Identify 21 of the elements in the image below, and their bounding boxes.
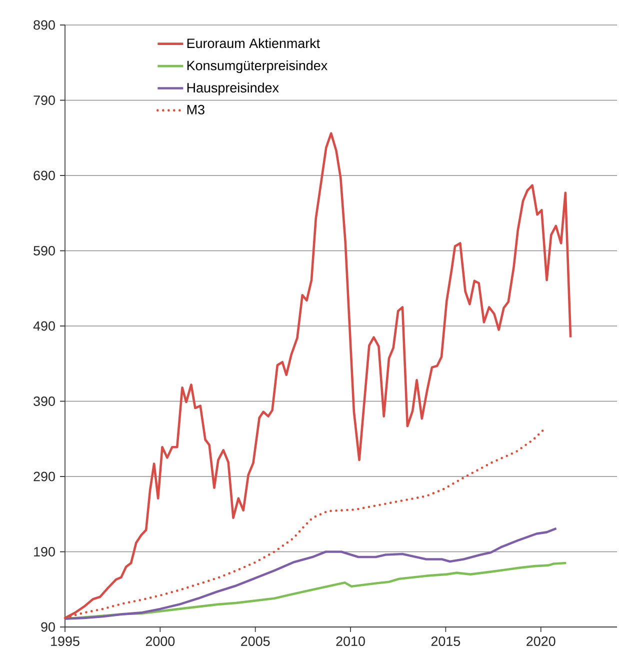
x-tick-label: 1995: [51, 636, 80, 646]
y-tick-label: 590: [34, 246, 55, 256]
legend-label: Euroraum Aktienmarkt: [187, 38, 320, 48]
x-tick-label: 2020: [526, 636, 556, 646]
y-tick-label: 190: [34, 546, 55, 557]
x-tick-label: 2015: [431, 636, 460, 646]
legend-label: M3: [187, 104, 204, 114]
y-tick-label: 490: [33, 321, 55, 331]
line-series: [64, 132, 572, 620]
line-series: [64, 527, 558, 620]
x-tick-label: 2005: [241, 636, 270, 646]
y-tick-label: 890: [34, 20, 55, 30]
y-tick-label: 90: [41, 622, 55, 632]
y-tick-label: 390: [34, 396, 55, 406]
y-tick-label: 790: [34, 95, 55, 106]
y-tick-label: 290: [34, 472, 55, 482]
y-tick-label: 690: [34, 170, 55, 180]
legend-label: Hauspreisindex: [187, 82, 279, 96]
x-tick-label: 2010: [336, 636, 365, 646]
x-tick-label: 2000: [146, 636, 175, 646]
legend-label: Konsumgüterpreisindex: [187, 60, 328, 73]
